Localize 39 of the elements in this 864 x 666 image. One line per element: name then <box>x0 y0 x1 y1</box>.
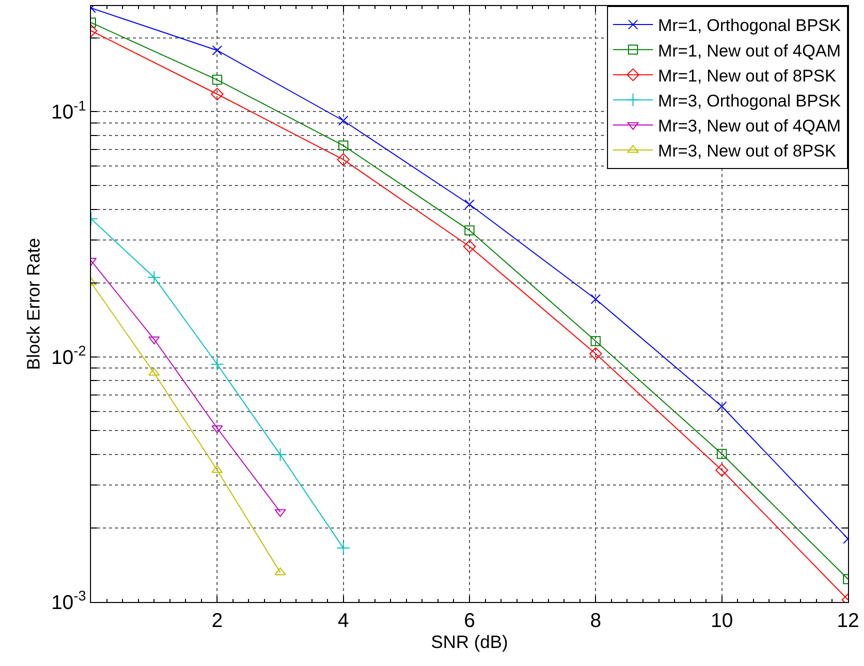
point <box>148 368 160 376</box>
x-tick-label: 4 <box>338 610 349 632</box>
point <box>338 116 348 126</box>
point <box>273 448 288 462</box>
legend-label: Mr=1, Orthogonal BPSK <box>658 16 842 36</box>
point <box>590 336 601 346</box>
point <box>338 140 348 151</box>
y-tick-label: 10$^{-2}$ <box>51 342 86 369</box>
point <box>210 357 224 372</box>
point <box>336 153 350 166</box>
x-tick-label: 8 <box>590 610 602 632</box>
legend-label: Mr=3, New out of 8PSK <box>658 142 837 161</box>
y-tick-label: 10$^{-1}$ <box>51 97 86 124</box>
point <box>715 464 728 477</box>
point <box>212 45 222 56</box>
x-axis-title: SNR (dB) <box>430 632 508 652</box>
x-tick-label: 2 <box>212 610 223 632</box>
point <box>336 541 350 555</box>
point <box>716 401 727 412</box>
point <box>212 74 222 85</box>
legend-label: Mr=1, New out of 4QAM <box>658 41 841 60</box>
point <box>210 88 224 100</box>
point <box>464 199 474 210</box>
point <box>463 240 476 253</box>
x-tick-label: 10 <box>710 610 733 632</box>
point <box>464 225 474 236</box>
point <box>590 294 601 304</box>
point <box>589 347 602 360</box>
point <box>147 270 161 284</box>
legend-label: Mr=3, Orthogonal BPSK <box>658 91 842 110</box>
legend-label: Mr=3, New out of 4QAM <box>658 116 841 136</box>
y-tick-label: 10$^{-3}$ <box>51 588 86 614</box>
x-tick-label: 12 <box>836 610 860 632</box>
point <box>274 567 286 576</box>
point <box>211 425 223 434</box>
point <box>716 448 727 459</box>
x-tick-label: 6 <box>464 610 476 632</box>
y-axis-title: Block Error Rate <box>23 238 44 370</box>
legend-label: Mr=1, New out of 8PSK <box>658 66 837 86</box>
